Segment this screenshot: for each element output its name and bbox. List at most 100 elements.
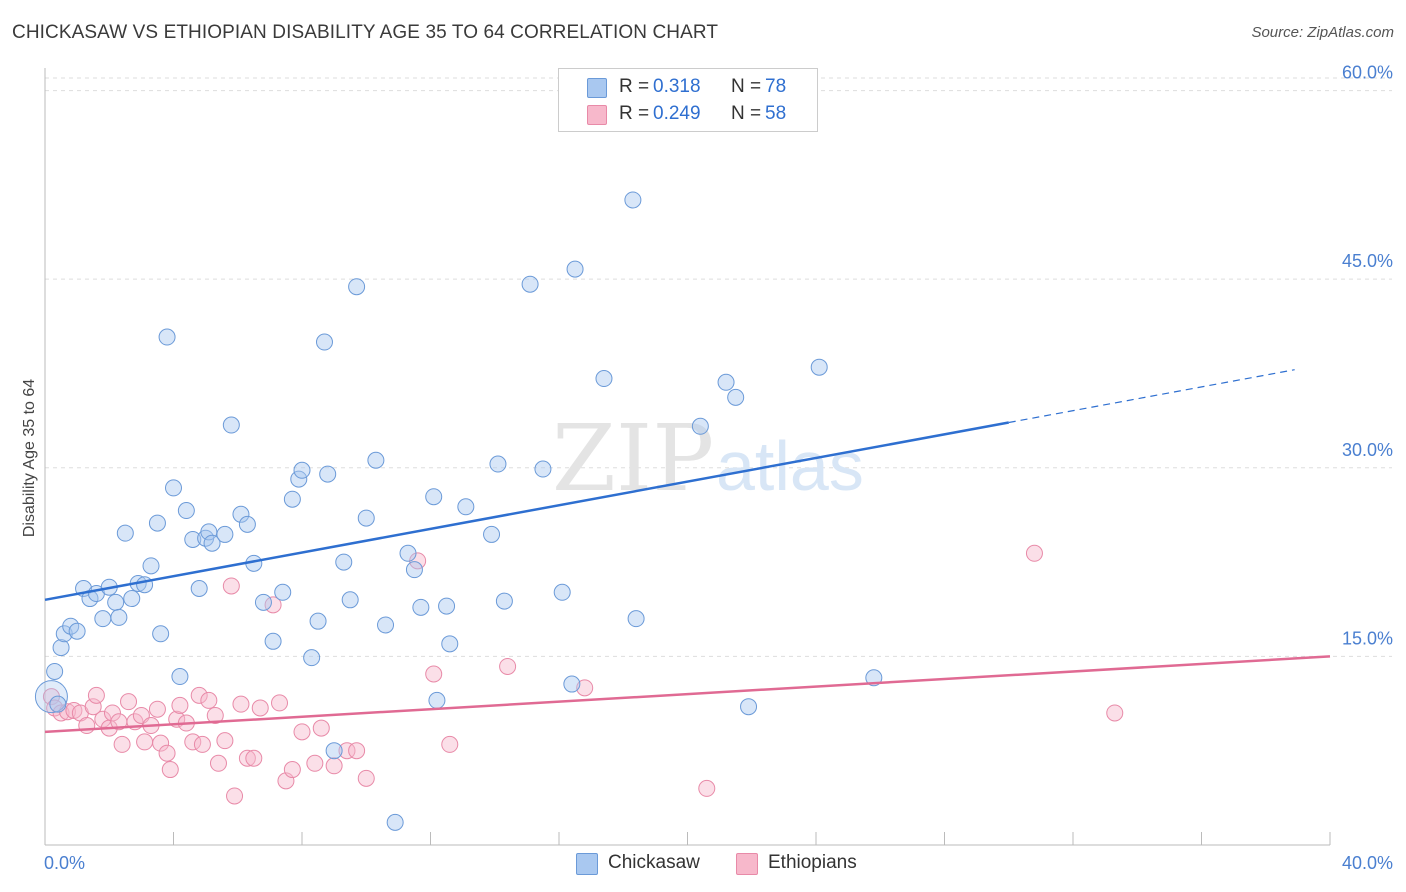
chickasaw-point bbox=[566, 260, 584, 278]
ethiopians-point bbox=[84, 698, 102, 716]
chickasaw-trend-line bbox=[44, 421, 1009, 602]
ethiopians-point bbox=[251, 699, 269, 717]
ethiopians-point bbox=[338, 742, 356, 760]
chickasaw-point bbox=[171, 668, 189, 686]
chickasaw-point bbox=[136, 576, 154, 594]
chickasaw-point bbox=[441, 635, 459, 653]
ethiopians-point bbox=[113, 735, 131, 753]
chart-title: CHICKASAW VS ETHIOPIAN DISABILITY AGE 35… bbox=[12, 22, 719, 43]
ethiopians-point bbox=[264, 596, 282, 614]
ethiopians-point bbox=[161, 761, 179, 779]
ethiopians-point bbox=[78, 717, 96, 735]
ethiopians-point bbox=[238, 749, 256, 767]
chickasaw-point bbox=[325, 742, 343, 760]
chickasaw-point bbox=[624, 191, 642, 209]
chickasaw-point bbox=[177, 502, 195, 520]
chickasaw-point bbox=[190, 579, 208, 597]
chickasaw-swatch bbox=[587, 78, 607, 98]
watermark-atlas: atlas bbox=[716, 427, 864, 505]
chickasaw-point bbox=[348, 278, 366, 296]
correlation-legend: R = 0.318 N = 78 R = 0.249 N = 58 bbox=[558, 68, 818, 132]
chickasaw-point bbox=[68, 622, 86, 640]
chickasaw-point bbox=[341, 591, 359, 609]
chickasaw-point bbox=[717, 373, 735, 391]
chickasaw-point bbox=[165, 479, 182, 497]
ethiopians-point bbox=[190, 686, 208, 704]
chickasaw-legend-swatch bbox=[576, 853, 598, 875]
watermark-zip: ZIP bbox=[552, 405, 714, 512]
chickasaw-point bbox=[232, 505, 250, 523]
ethiopians-point bbox=[357, 769, 375, 787]
ethiopians-point bbox=[209, 754, 227, 772]
chickasaw-point bbox=[34, 680, 68, 714]
chickasaw-point bbox=[309, 612, 327, 630]
ethiopians-point bbox=[306, 754, 324, 772]
ethiopians-point bbox=[226, 787, 244, 805]
chickasaw-point bbox=[94, 610, 112, 628]
ethiopians-point bbox=[325, 757, 343, 775]
chickasaw-point bbox=[52, 639, 70, 657]
chickasaw-point bbox=[727, 388, 745, 406]
chickasaw-point bbox=[142, 557, 160, 575]
chickasaw-point bbox=[412, 598, 430, 616]
legend-r-label: R = bbox=[619, 103, 650, 124]
legend-n-value: 58 bbox=[765, 103, 787, 124]
chickasaw-point bbox=[405, 561, 423, 579]
y-axis-label: Disability Age 35 to 64 bbox=[21, 379, 38, 537]
chickasaw-point bbox=[49, 695, 67, 713]
chickasaw-point bbox=[563, 675, 581, 693]
chickasaw-point bbox=[290, 470, 308, 488]
y-tick-label: 60.0% bbox=[1342, 63, 1393, 83]
chickasaw-trend-extension bbox=[1008, 369, 1295, 424]
ethiopians-point bbox=[171, 696, 189, 714]
chickasaw-point bbox=[107, 593, 125, 611]
chickasaw-point bbox=[264, 632, 282, 650]
ethiopians-point bbox=[245, 749, 263, 767]
chickasaw-point bbox=[489, 455, 507, 473]
ethiopians-trend-line bbox=[44, 655, 1331, 734]
chickasaw-point bbox=[457, 498, 475, 516]
chickasaw-point bbox=[483, 525, 501, 543]
chickasaw-point bbox=[740, 698, 758, 716]
chickasaw-point bbox=[335, 553, 353, 571]
ethiopians-point bbox=[120, 693, 138, 711]
ethiopians-point bbox=[158, 744, 176, 762]
axes bbox=[44, 68, 1331, 846]
legend-label-ethiopians: Ethiopians bbox=[768, 852, 857, 873]
legend-r-label: R = bbox=[619, 76, 650, 97]
ethiopians-point bbox=[222, 577, 240, 595]
chickasaw-point bbox=[303, 649, 321, 667]
legend-n-label: N = bbox=[731, 76, 762, 97]
chickasaw-point bbox=[274, 583, 292, 601]
chickasaw-point bbox=[810, 358, 828, 376]
chickasaw-point bbox=[152, 625, 170, 643]
x-tick-label-max: 40.0% bbox=[1342, 853, 1393, 873]
chickasaw-point bbox=[425, 488, 443, 506]
legend-n-label: N = bbox=[731, 103, 762, 124]
ethiopians-point bbox=[184, 733, 202, 751]
chickasaw-point bbox=[534, 460, 552, 478]
chickasaw-point bbox=[595, 370, 613, 388]
tick-labels: 15.0% 30.0% 45.0% 60.0% 0.0% 40.0% bbox=[44, 63, 1393, 873]
trend-lines bbox=[44, 369, 1331, 734]
ethiopians-point bbox=[206, 706, 224, 724]
chickasaw-point bbox=[399, 544, 417, 562]
ethiopians-point bbox=[87, 686, 105, 704]
ethiopians-point bbox=[499, 657, 517, 675]
y-tick-label: 45.0% bbox=[1342, 251, 1393, 271]
ethiopians-point bbox=[698, 779, 716, 797]
legend-r-value: 0.318 bbox=[653, 76, 701, 97]
ethiopians-point bbox=[425, 665, 443, 683]
ethiopians-point bbox=[441, 735, 459, 753]
source-label: Source: ZipAtlas.com bbox=[1251, 24, 1394, 41]
chickasaw-point bbox=[386, 813, 404, 831]
ethiopians-swatch bbox=[587, 105, 607, 125]
watermark: ZIP atlas bbox=[552, 405, 864, 512]
ethiopians-points bbox=[42, 544, 1124, 805]
ethiopians-point bbox=[103, 704, 121, 722]
chickasaw-point bbox=[553, 583, 571, 601]
chickasaw-point bbox=[222, 416, 240, 434]
chickasaw-point bbox=[238, 515, 256, 533]
chickasaw-point bbox=[110, 608, 128, 626]
